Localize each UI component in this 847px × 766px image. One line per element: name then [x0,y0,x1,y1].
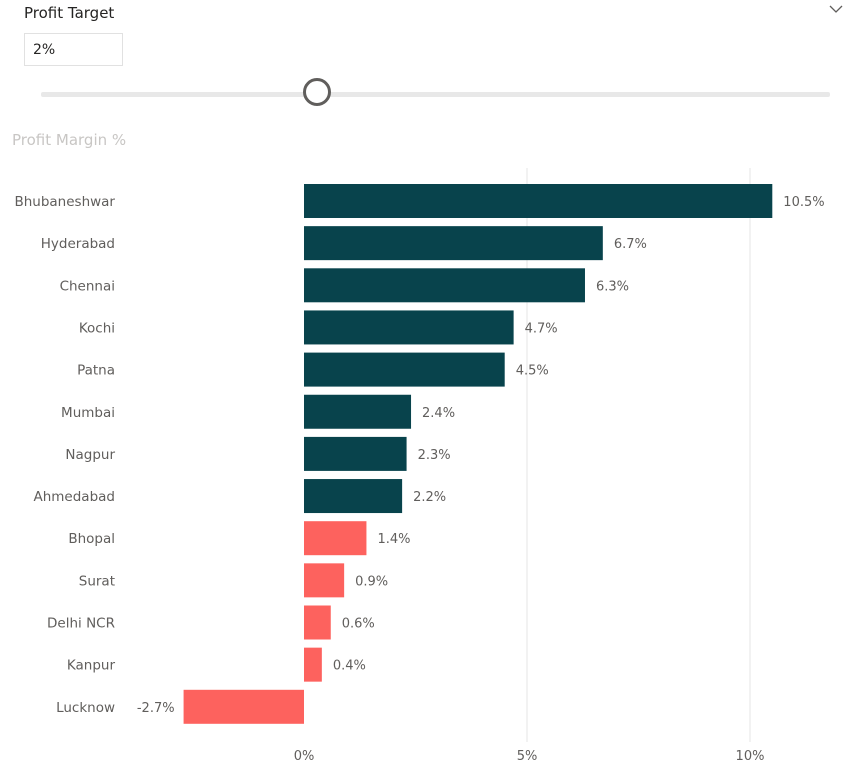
x-tick-label: 0% [294,749,315,764]
data-label: 1.4% [377,532,410,547]
category-label: Ahmedabad [33,489,115,505]
data-label: 6.7% [614,237,647,252]
slicer-title: Profit Target [24,4,115,22]
slider-track[interactable] [41,92,830,97]
data-label: 0.9% [355,574,388,589]
bar[interactable] [304,479,403,514]
chevron-down-icon[interactable] [828,2,844,16]
category-label: Nagpur [65,447,115,463]
bar[interactable] [304,521,367,556]
category-label: Lucknow [56,700,115,716]
data-label: 4.5% [516,364,549,379]
slider-thumb[interactable] [303,78,331,106]
profit-target-input[interactable] [24,33,123,66]
category-label: Delhi NCR [47,616,115,632]
bar[interactable] [304,647,322,682]
bar[interactable] [304,226,603,261]
bar[interactable] [304,605,331,640]
data-label: 4.7% [525,321,558,336]
category-label: Hyderabad [41,236,115,252]
data-label: 2.4% [422,406,455,421]
data-label: 0.6% [342,617,375,632]
bar[interactable] [304,563,345,598]
data-label: 6.3% [596,279,629,294]
category-label: Kochi [79,320,115,336]
chart-title: Profit Margin % [12,131,127,149]
category-label: Kanpur [67,658,116,674]
data-label: 0.4% [333,659,366,674]
x-tick-label: 10% [736,749,765,764]
data-label: 2.2% [413,490,446,505]
bar[interactable] [304,352,505,387]
category-label: Surat [79,573,115,589]
data-label: -2.7% [137,701,175,716]
data-label: 10.5% [783,195,824,210]
category-label: Patna [77,363,115,379]
category-label: Bhopal [68,531,115,547]
category-label: Bhubaneshwar [14,194,115,210]
category-label: Mumbai [61,405,115,421]
category-label: Chennai [60,278,115,294]
bar[interactable] [304,436,407,471]
bar[interactable] [183,689,304,724]
bar[interactable] [304,184,773,218]
bar[interactable] [304,268,585,303]
bar[interactable] [304,310,514,345]
bar[interactable] [304,394,412,429]
x-tick-label: 5% [517,749,538,764]
data-label: 2.3% [418,448,451,463]
